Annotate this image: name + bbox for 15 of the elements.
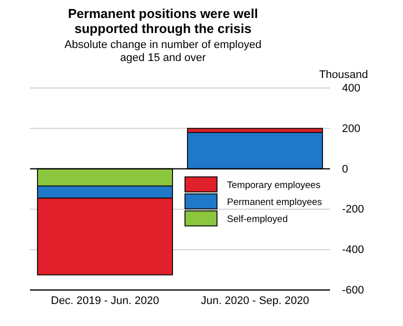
chart-subtitle: Absolute change in number of employed aged 15 and over: [64, 39, 262, 64]
chart-title: Permanent positions were well supported through the crisis: [68, 6, 258, 36]
y-axis-title: Thousand: [319, 69, 368, 81]
legend-label: Temporary employees: [227, 180, 321, 191]
x-tick-label: Jun. 2020 - Sep. 2020: [200, 295, 310, 307]
legend-label: Permanent employees: [227, 196, 322, 208]
y-tick-label: 400: [342, 82, 360, 95]
y-tick-label: -600: [342, 284, 364, 297]
y-tick-label: 200: [342, 122, 360, 135]
legend-label: Self-employed: [227, 214, 288, 225]
bar: [187, 132, 323, 170]
y-tick-label: -400: [342, 244, 364, 256]
y-tick-label: -200: [342, 204, 364, 216]
y-tick-label: 0: [342, 163, 348, 176]
x-tick-label: Dec. 2019 - Jun. 2020: [50, 295, 160, 307]
